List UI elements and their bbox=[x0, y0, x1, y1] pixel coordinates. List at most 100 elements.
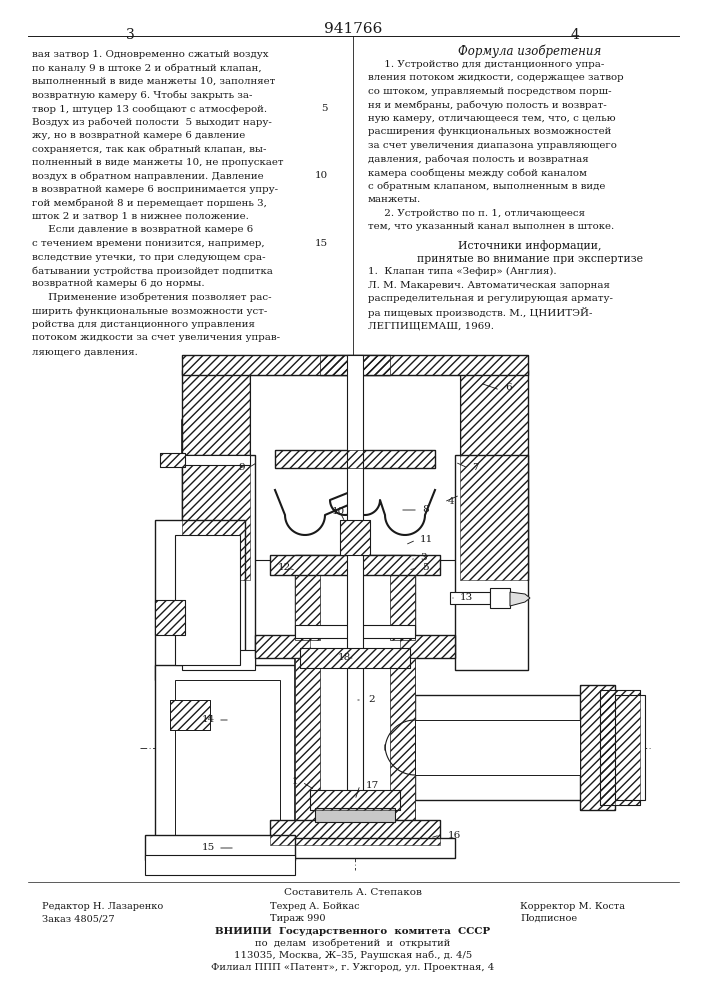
Bar bbox=[255, 635, 455, 658]
Text: Источники информации,: Источники информации, bbox=[458, 240, 602, 251]
Bar bbox=[600, 690, 640, 805]
Text: 6: 6 bbox=[505, 383, 512, 392]
Text: 941766: 941766 bbox=[324, 22, 382, 36]
Bar bbox=[175, 535, 240, 665]
Bar bbox=[400, 635, 455, 658]
Bar bbox=[460, 370, 528, 580]
Bar bbox=[182, 370, 250, 580]
Text: 10: 10 bbox=[332, 508, 345, 516]
Text: возвратную камеру 6. Чтобы закрыть за-: возвратную камеру 6. Чтобы закрыть за- bbox=[32, 91, 252, 100]
Bar bbox=[340, 520, 370, 555]
Text: 13: 13 bbox=[460, 593, 473, 602]
Text: расширения функциональных возможностей: расширения функциональных возможностей bbox=[368, 127, 612, 136]
Text: Если давление в возвратной камере 6: Если давление в возвратной камере 6 bbox=[32, 226, 253, 234]
Bar bbox=[170, 700, 210, 730]
Text: с течением времени понизится, например,: с течением времени понизится, например, bbox=[32, 239, 264, 248]
Bar bbox=[155, 600, 185, 635]
Text: 4: 4 bbox=[571, 28, 580, 42]
Bar bbox=[580, 685, 615, 810]
Text: 17: 17 bbox=[366, 780, 379, 790]
Bar bbox=[460, 370, 528, 580]
Bar bbox=[270, 555, 440, 575]
Text: 18: 18 bbox=[338, 654, 351, 662]
Bar bbox=[295, 555, 320, 640]
Text: Применение изобретения позволяет рас-: Применение изобретения позволяет рас- bbox=[32, 293, 271, 302]
Bar bbox=[455, 455, 528, 670]
Bar bbox=[250, 375, 460, 560]
Bar bbox=[300, 648, 410, 668]
Text: возвратной камеры 6 до нормы.: возвратной камеры 6 до нормы. bbox=[32, 279, 204, 288]
Bar bbox=[275, 450, 435, 468]
Polygon shape bbox=[182, 370, 528, 478]
Bar bbox=[300, 648, 410, 668]
Bar bbox=[600, 690, 640, 805]
Bar bbox=[615, 695, 645, 800]
Bar bbox=[182, 355, 528, 375]
Bar bbox=[145, 835, 295, 860]
Text: распределительная и регулирующая армату-: распределительная и регулирующая армату- bbox=[368, 294, 613, 303]
Text: жу, но в возвратной камере 6 давление: жу, но в возвратной камере 6 давление bbox=[32, 131, 245, 140]
Text: 1: 1 bbox=[292, 778, 298, 786]
Bar bbox=[320, 355, 390, 375]
Bar bbox=[450, 592, 490, 604]
Text: 5: 5 bbox=[422, 564, 428, 572]
Text: 15: 15 bbox=[315, 239, 328, 248]
Text: твор 1, штуцер 13 сообщают с атмосферой.: твор 1, штуцер 13 сообщают с атмосферой. bbox=[32, 104, 267, 113]
Text: 14: 14 bbox=[202, 716, 215, 724]
Bar bbox=[310, 790, 400, 810]
Text: ВНИИПИ  Государственного  комитета  СССР: ВНИИПИ Государственного комитета СССР bbox=[216, 927, 491, 936]
Bar bbox=[145, 855, 295, 875]
Text: ширить функциональные возможности уст-: ширить функциональные возможности уст- bbox=[32, 306, 267, 316]
Bar bbox=[182, 355, 528, 375]
Text: 1.  Клапан типа «Зефир» (Англия).: 1. Клапан типа «Зефир» (Англия). bbox=[368, 267, 556, 276]
Text: по  делам  изобретений  и  открытий: по делам изобретений и открытий bbox=[255, 939, 450, 948]
Text: давления, рабочая полость и возвратная: давления, рабочая полость и возвратная bbox=[368, 154, 589, 164]
Text: полненный в виде манжеты 10, не пропускает: полненный в виде манжеты 10, не пропуска… bbox=[32, 158, 284, 167]
Text: Формула изобретения: Формула изобретения bbox=[458, 45, 602, 58]
Text: 4: 4 bbox=[448, 497, 455, 506]
Text: Тираж 990: Тираж 990 bbox=[270, 914, 325, 923]
Bar bbox=[295, 658, 415, 840]
Text: 10: 10 bbox=[315, 172, 328, 180]
Text: 3: 3 bbox=[126, 28, 134, 42]
Bar bbox=[255, 838, 455, 858]
Bar bbox=[310, 790, 400, 810]
Bar bbox=[270, 820, 440, 845]
Bar bbox=[155, 665, 295, 855]
Text: в возвратной камере 6 воспринимается упру-: в возвратной камере 6 воспринимается упр… bbox=[32, 185, 278, 194]
Text: 8: 8 bbox=[422, 506, 428, 514]
Text: манжеты.: манжеты. bbox=[368, 195, 421, 204]
Bar bbox=[170, 700, 210, 730]
Bar bbox=[175, 680, 280, 840]
Text: ня и мембраны, рабочую полость и возврат-: ня и мембраны, рабочую полость и возврат… bbox=[368, 101, 607, 110]
Text: со штоком, управляемый посредством порш-: со штоком, управляемый посредством порш- bbox=[368, 87, 612, 96]
Text: шток 2 и затвор 1 в нижнее положение.: шток 2 и затвор 1 в нижнее положение. bbox=[32, 212, 249, 221]
Bar bbox=[155, 520, 245, 680]
Text: гой мембраной 8 и перемещает поршень 3,: гой мембраной 8 и перемещает поршень 3, bbox=[32, 198, 267, 208]
Bar bbox=[295, 658, 320, 840]
Text: 1. Устройство для дистанционного упра-: 1. Устройство для дистанционного упра- bbox=[368, 60, 604, 69]
Bar bbox=[182, 455, 255, 670]
Bar bbox=[415, 695, 600, 800]
Text: 16: 16 bbox=[448, 830, 461, 840]
Text: 5: 5 bbox=[322, 104, 328, 113]
Text: Техред А. Бойкас: Техред А. Бойкас bbox=[270, 902, 360, 911]
Text: Подписное: Подписное bbox=[520, 914, 577, 923]
Bar bbox=[320, 355, 390, 375]
Text: ройства для дистанционного управления: ройства для дистанционного управления bbox=[32, 320, 255, 329]
Text: 15: 15 bbox=[202, 844, 215, 852]
Text: 7: 7 bbox=[472, 464, 479, 473]
Bar bbox=[160, 453, 185, 467]
Text: Филиал ППП «Патент», г. Ужгород, ул. Проектная, 4: Филиал ППП «Патент», г. Ужгород, ул. Про… bbox=[211, 963, 495, 972]
Text: вления потоком жидкости, содержащее затвор: вления потоком жидкости, содержащее затв… bbox=[368, 74, 624, 83]
Bar bbox=[390, 555, 415, 640]
Bar bbox=[270, 555, 440, 575]
Text: ную камеру, отличающееся тем, что, с целью: ную камеру, отличающееся тем, что, с цел… bbox=[368, 114, 616, 123]
Text: вая затвор 1. Одновременно сжатый воздух: вая затвор 1. Одновременно сжатый воздух bbox=[32, 50, 269, 59]
Bar bbox=[182, 370, 250, 580]
Text: ЛЕГПИЩЕМАШ, 1969.: ЛЕГПИЩЕМАШ, 1969. bbox=[368, 321, 494, 330]
Text: за счет увеличения диапазона управляющего: за счет увеличения диапазона управляющег… bbox=[368, 141, 617, 150]
Text: ра пищевых производств. М., ЦНИИТЭЙ-: ра пищевых производств. М., ЦНИИТЭЙ- bbox=[368, 308, 592, 318]
Text: воздух в обратном направлении. Давление: воздух в обратном направлении. Давление bbox=[32, 172, 264, 181]
Text: 2. Устройство по п. 1, отличающееся: 2. Устройство по п. 1, отличающееся bbox=[368, 209, 585, 218]
